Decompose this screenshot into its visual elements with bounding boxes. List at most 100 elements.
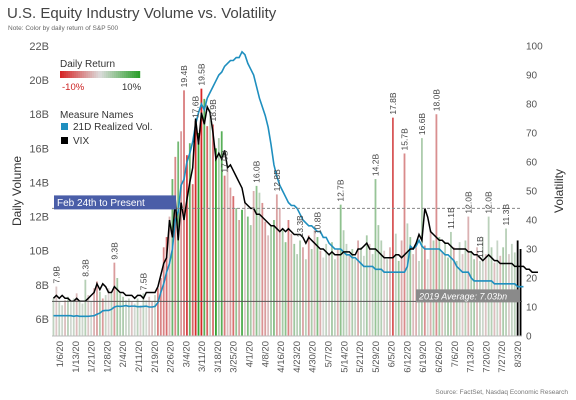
volume-bar (168, 216, 171, 336)
x-tick-label: 3/4/20 (181, 341, 192, 367)
legend-color-ramp (68, 71, 71, 78)
x-tick-label: 7/27/20 (497, 341, 508, 373)
volume-bar (304, 259, 307, 336)
legend-color-ramp (64, 71, 67, 78)
volume-bar (394, 233, 397, 336)
feb24-label: Feb 24th to Present (57, 198, 145, 209)
volume-bar (246, 216, 249, 336)
volume-bar (342, 230, 345, 336)
volume-bar (171, 179, 174, 336)
volume-bar (336, 249, 339, 336)
volume-bar (412, 254, 415, 336)
volume-bar (180, 131, 183, 336)
volume-bar (435, 114, 438, 337)
legend-color-ramp (116, 71, 119, 78)
volume-bar (197, 133, 200, 336)
volume-bar (194, 121, 197, 336)
volume-bar (307, 235, 310, 336)
volume-bar (458, 242, 461, 336)
series-lines (52, 50, 538, 318)
bar-value-label: 19.5B (196, 63, 206, 86)
volume-bar (174, 156, 177, 336)
bar-value-label: 11.3B (501, 204, 511, 226)
y-tick-label: 18B (29, 109, 49, 121)
x-tick-label: 5/7/20 (323, 341, 334, 367)
volume-bar (235, 208, 238, 336)
y-tick-label: 6B (36, 314, 49, 326)
volume-bar (487, 216, 490, 336)
volume-bar (58, 301, 61, 336)
volume-bar (348, 254, 351, 336)
volume-bar (261, 202, 264, 336)
volume-bar (432, 240, 435, 336)
legend-color-title: Daily Return (60, 59, 115, 70)
volume-bar (368, 243, 371, 336)
volume-bar (444, 242, 447, 336)
volume-bar (505, 228, 507, 336)
volume-bar (371, 254, 374, 336)
bar-value-label: 11.1B (475, 236, 485, 258)
volume-bar (302, 247, 304, 336)
volume-bar (357, 240, 359, 336)
x-tick-label: 7/20/20 (481, 341, 492, 373)
legend-color-ramp (88, 71, 91, 78)
x-tick-label: 3/11/20 (197, 341, 208, 372)
volume-bar (438, 237, 441, 336)
x-tick-label: 7/13/20 (466, 341, 477, 373)
volume-bar (464, 240, 467, 336)
legend-color-ramp (136, 71, 139, 78)
volume-bar (69, 301, 72, 336)
volume-bar (90, 301, 93, 336)
legend-color-ramp (118, 71, 121, 78)
y-tick-label: 20B (29, 75, 49, 87)
y-tick-label: 10B (29, 246, 49, 258)
y2-tick-label: 0 (526, 332, 532, 343)
volume-bar (275, 194, 278, 336)
bar-value-label: 18.0B (431, 89, 441, 112)
legend-color-ramp (124, 71, 127, 78)
bar-value-label: 17.8B (388, 92, 398, 115)
legend-color-ramp (66, 71, 69, 78)
volume-bar (206, 126, 209, 337)
volume-bar (380, 240, 383, 336)
volume-bar (229, 187, 232, 336)
bar-value-label: 8.3B (80, 259, 90, 277)
volume-bar (188, 143, 191, 336)
legend-background (55, 56, 165, 154)
volume-bar (386, 259, 388, 336)
volume-bar (157, 288, 159, 336)
volume-bar (96, 281, 98, 336)
volume-bar (273, 220, 275, 336)
volume-bar (78, 300, 81, 336)
legend-color-ramp (70, 71, 73, 78)
bar-value-label: 13.3B (295, 215, 305, 238)
x-tick-label: 3/25/20 (229, 341, 240, 373)
volume-bar (139, 305, 142, 336)
bar-value-label: 16.6B (417, 113, 427, 136)
legend-color-ramp (90, 71, 93, 78)
volume-bar (203, 98, 206, 336)
bar-value-label: 19.4B (179, 65, 189, 88)
y-axis-title: Daily Volume (10, 156, 24, 226)
volume-bar (217, 138, 220, 336)
legend-color-ramp (72, 71, 75, 78)
y2-axis-title: Volatility (552, 169, 566, 213)
volume-bar (392, 117, 394, 337)
bar-value-label: 18.9B (208, 99, 218, 122)
volume-bar (159, 278, 162, 336)
volume-bar (258, 192, 261, 336)
y2-tick-label: 90 (526, 71, 538, 82)
volume-bar (162, 247, 165, 336)
bar-value-label: 7.9B (51, 266, 61, 284)
volume-bar (220, 131, 223, 336)
legend-series-label: 21D Realized Vol. (73, 122, 153, 133)
x-tick-label: 1/28/20 (102, 341, 113, 373)
volume-bar (127, 298, 130, 336)
volume-bar (232, 196, 235, 336)
volume-bar (333, 259, 336, 336)
volume-bar (331, 242, 333, 336)
x-tick-label: 4/23/20 (292, 341, 303, 373)
legend-color-ramp (108, 71, 111, 78)
